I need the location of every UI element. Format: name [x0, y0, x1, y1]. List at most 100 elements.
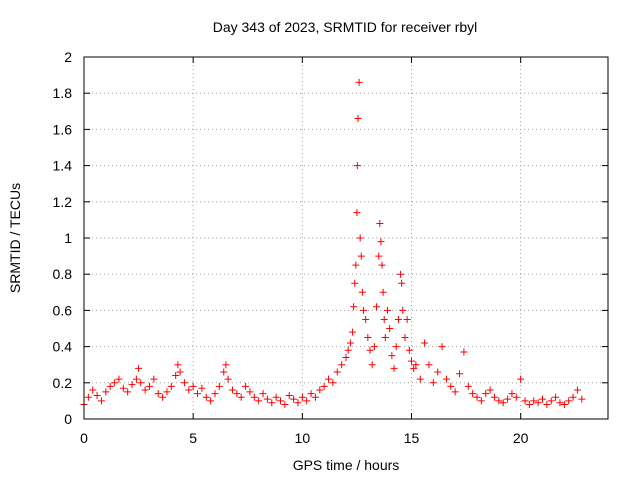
data-point — [316, 386, 324, 394]
data-point — [303, 397, 311, 405]
data-point — [504, 395, 512, 403]
y-tick-label: 1.6 — [53, 121, 73, 137]
y-tick-label: 0.6 — [53, 302, 73, 318]
y-tick-label: 1.4 — [53, 158, 73, 174]
data-point — [386, 325, 394, 332]
data-point — [150, 375, 158, 383]
data-point — [154, 390, 162, 398]
data-point — [405, 346, 413, 354]
data-point — [357, 252, 365, 260]
x-tick-label: 10 — [295, 430, 311, 446]
data-point — [185, 386, 193, 394]
data-point — [228, 386, 236, 394]
x-axis-label: GPS time / hours — [293, 457, 400, 473]
data-point — [517, 375, 525, 383]
data-point — [355, 78, 363, 86]
data-point — [198, 384, 206, 392]
axis-layer: 00.20.40.60.811.21.41.61.820 5 10 15 20 — [53, 49, 608, 446]
data-point — [344, 346, 352, 354]
data-point — [490, 393, 498, 401]
data-point — [408, 357, 415, 365]
data-point — [141, 386, 149, 394]
data-point — [294, 399, 302, 407]
data-point — [392, 343, 400, 351]
y-tick-label: 2 — [64, 49, 72, 65]
data-point — [159, 393, 167, 401]
data-point — [346, 339, 354, 347]
data-point — [207, 397, 215, 405]
data-point — [578, 395, 586, 403]
y-tick-label: 1.2 — [53, 194, 73, 210]
x-tick-label: 15 — [404, 430, 420, 446]
data-point — [194, 390, 202, 398]
data-point — [333, 368, 341, 376]
x-tick-label: 20 — [513, 430, 529, 446]
data-point — [373, 303, 381, 311]
y-tick-label: 0.4 — [53, 339, 73, 355]
data-point — [329, 379, 337, 387]
data-point — [366, 346, 374, 354]
x-tick-label: 5 — [189, 430, 197, 446]
data-point — [137, 379, 145, 387]
data-point — [383, 306, 391, 314]
y-axis-label: SRMTID / TECUs — [7, 183, 23, 293]
data-point — [451, 388, 459, 396]
data-point — [534, 399, 542, 407]
data-point — [307, 390, 315, 398]
data-point — [429, 379, 437, 387]
data-point — [416, 375, 424, 383]
data-point — [398, 279, 406, 287]
points-layer — [80, 78, 586, 409]
x-tick-label: 0 — [80, 430, 88, 446]
data-point — [350, 303, 358, 311]
data-point — [89, 386, 97, 394]
data-point — [233, 390, 241, 398]
y-tick-label: 1 — [64, 230, 72, 246]
data-point — [189, 382, 197, 390]
data-point — [377, 238, 385, 246]
data-point — [356, 234, 364, 242]
data-point — [111, 379, 119, 387]
data-point — [442, 375, 450, 383]
data-point — [277, 397, 284, 405]
data-point — [255, 397, 263, 405]
data-point — [342, 353, 350, 361]
data-point — [84, 393, 92, 401]
data-point — [176, 368, 184, 376]
data-point — [353, 162, 361, 170]
data-point — [263, 395, 271, 403]
data-point — [530, 397, 538, 405]
data-point — [460, 348, 468, 356]
data-point — [352, 261, 360, 269]
data-point — [473, 393, 481, 401]
data-point — [246, 388, 254, 396]
plot-frame — [83, 56, 609, 420]
data-point — [368, 361, 376, 369]
data-point — [222, 361, 230, 369]
data-point — [573, 386, 581, 394]
data-point — [167, 382, 175, 390]
data-point — [180, 379, 188, 387]
data-point — [325, 375, 333, 383]
data-point — [499, 399, 507, 407]
data-point — [447, 382, 455, 390]
data-point — [135, 364, 143, 372]
data-point — [174, 361, 182, 369]
data-point — [370, 343, 378, 351]
data-point — [375, 252, 383, 260]
data-point — [397, 270, 405, 278]
data-point — [250, 393, 258, 401]
data-point — [358, 288, 366, 296]
data-point — [421, 339, 429, 347]
data-point — [412, 361, 420, 369]
data-point — [268, 399, 276, 407]
data-point — [202, 393, 210, 401]
data-point — [290, 395, 298, 403]
data-point — [354, 115, 362, 123]
y-tick-label: 0.8 — [53, 266, 73, 282]
data-point — [521, 397, 529, 405]
data-point — [477, 397, 485, 405]
data-point — [486, 386, 494, 394]
